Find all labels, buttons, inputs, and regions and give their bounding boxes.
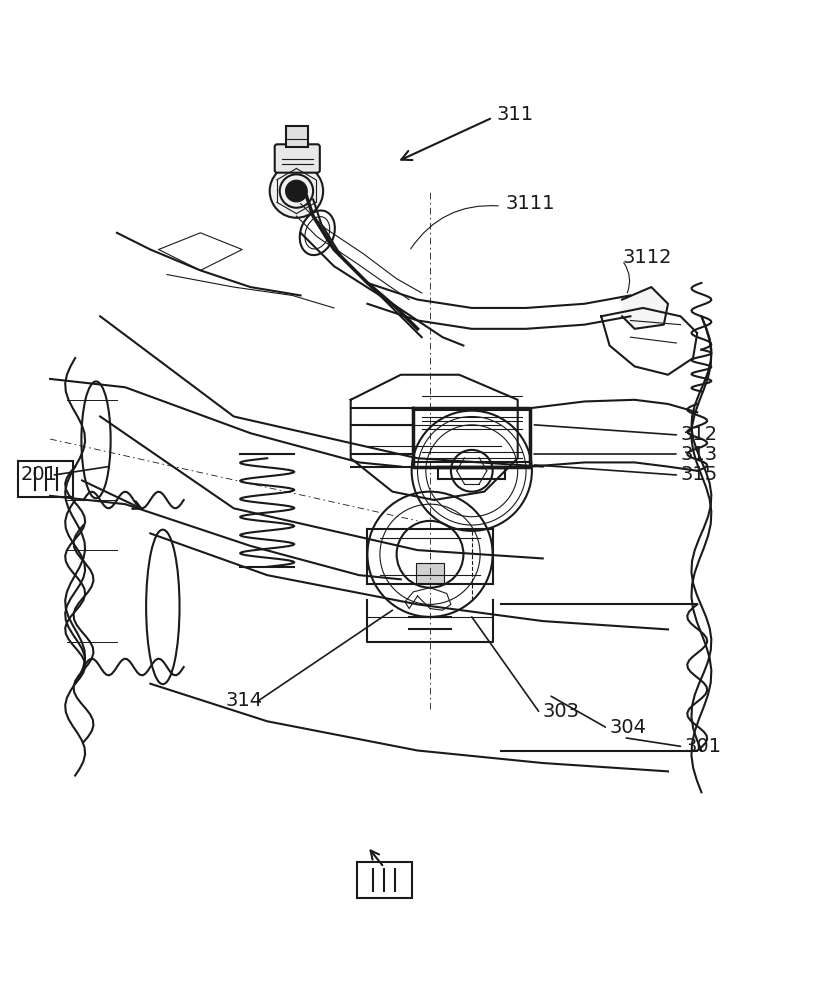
Text: 312: 312 — [681, 425, 717, 444]
Text: 303: 303 — [543, 702, 579, 721]
Text: 315: 315 — [681, 465, 718, 484]
Bar — [286, 126, 308, 147]
Polygon shape — [622, 287, 668, 329]
Circle shape — [270, 164, 323, 218]
Bar — [357, 862, 412, 898]
Bar — [416, 563, 444, 584]
Text: 3112: 3112 — [622, 248, 671, 267]
Text: 3111: 3111 — [505, 194, 554, 213]
Text: 314: 314 — [225, 691, 262, 710]
Text: 201: 201 — [21, 465, 58, 484]
Circle shape — [286, 180, 307, 202]
Text: 301: 301 — [685, 737, 721, 756]
Bar — [18, 461, 73, 497]
Text: 311: 311 — [497, 105, 534, 124]
FancyBboxPatch shape — [275, 144, 320, 173]
Text: 304: 304 — [610, 718, 646, 737]
Text: 313: 313 — [681, 445, 717, 464]
